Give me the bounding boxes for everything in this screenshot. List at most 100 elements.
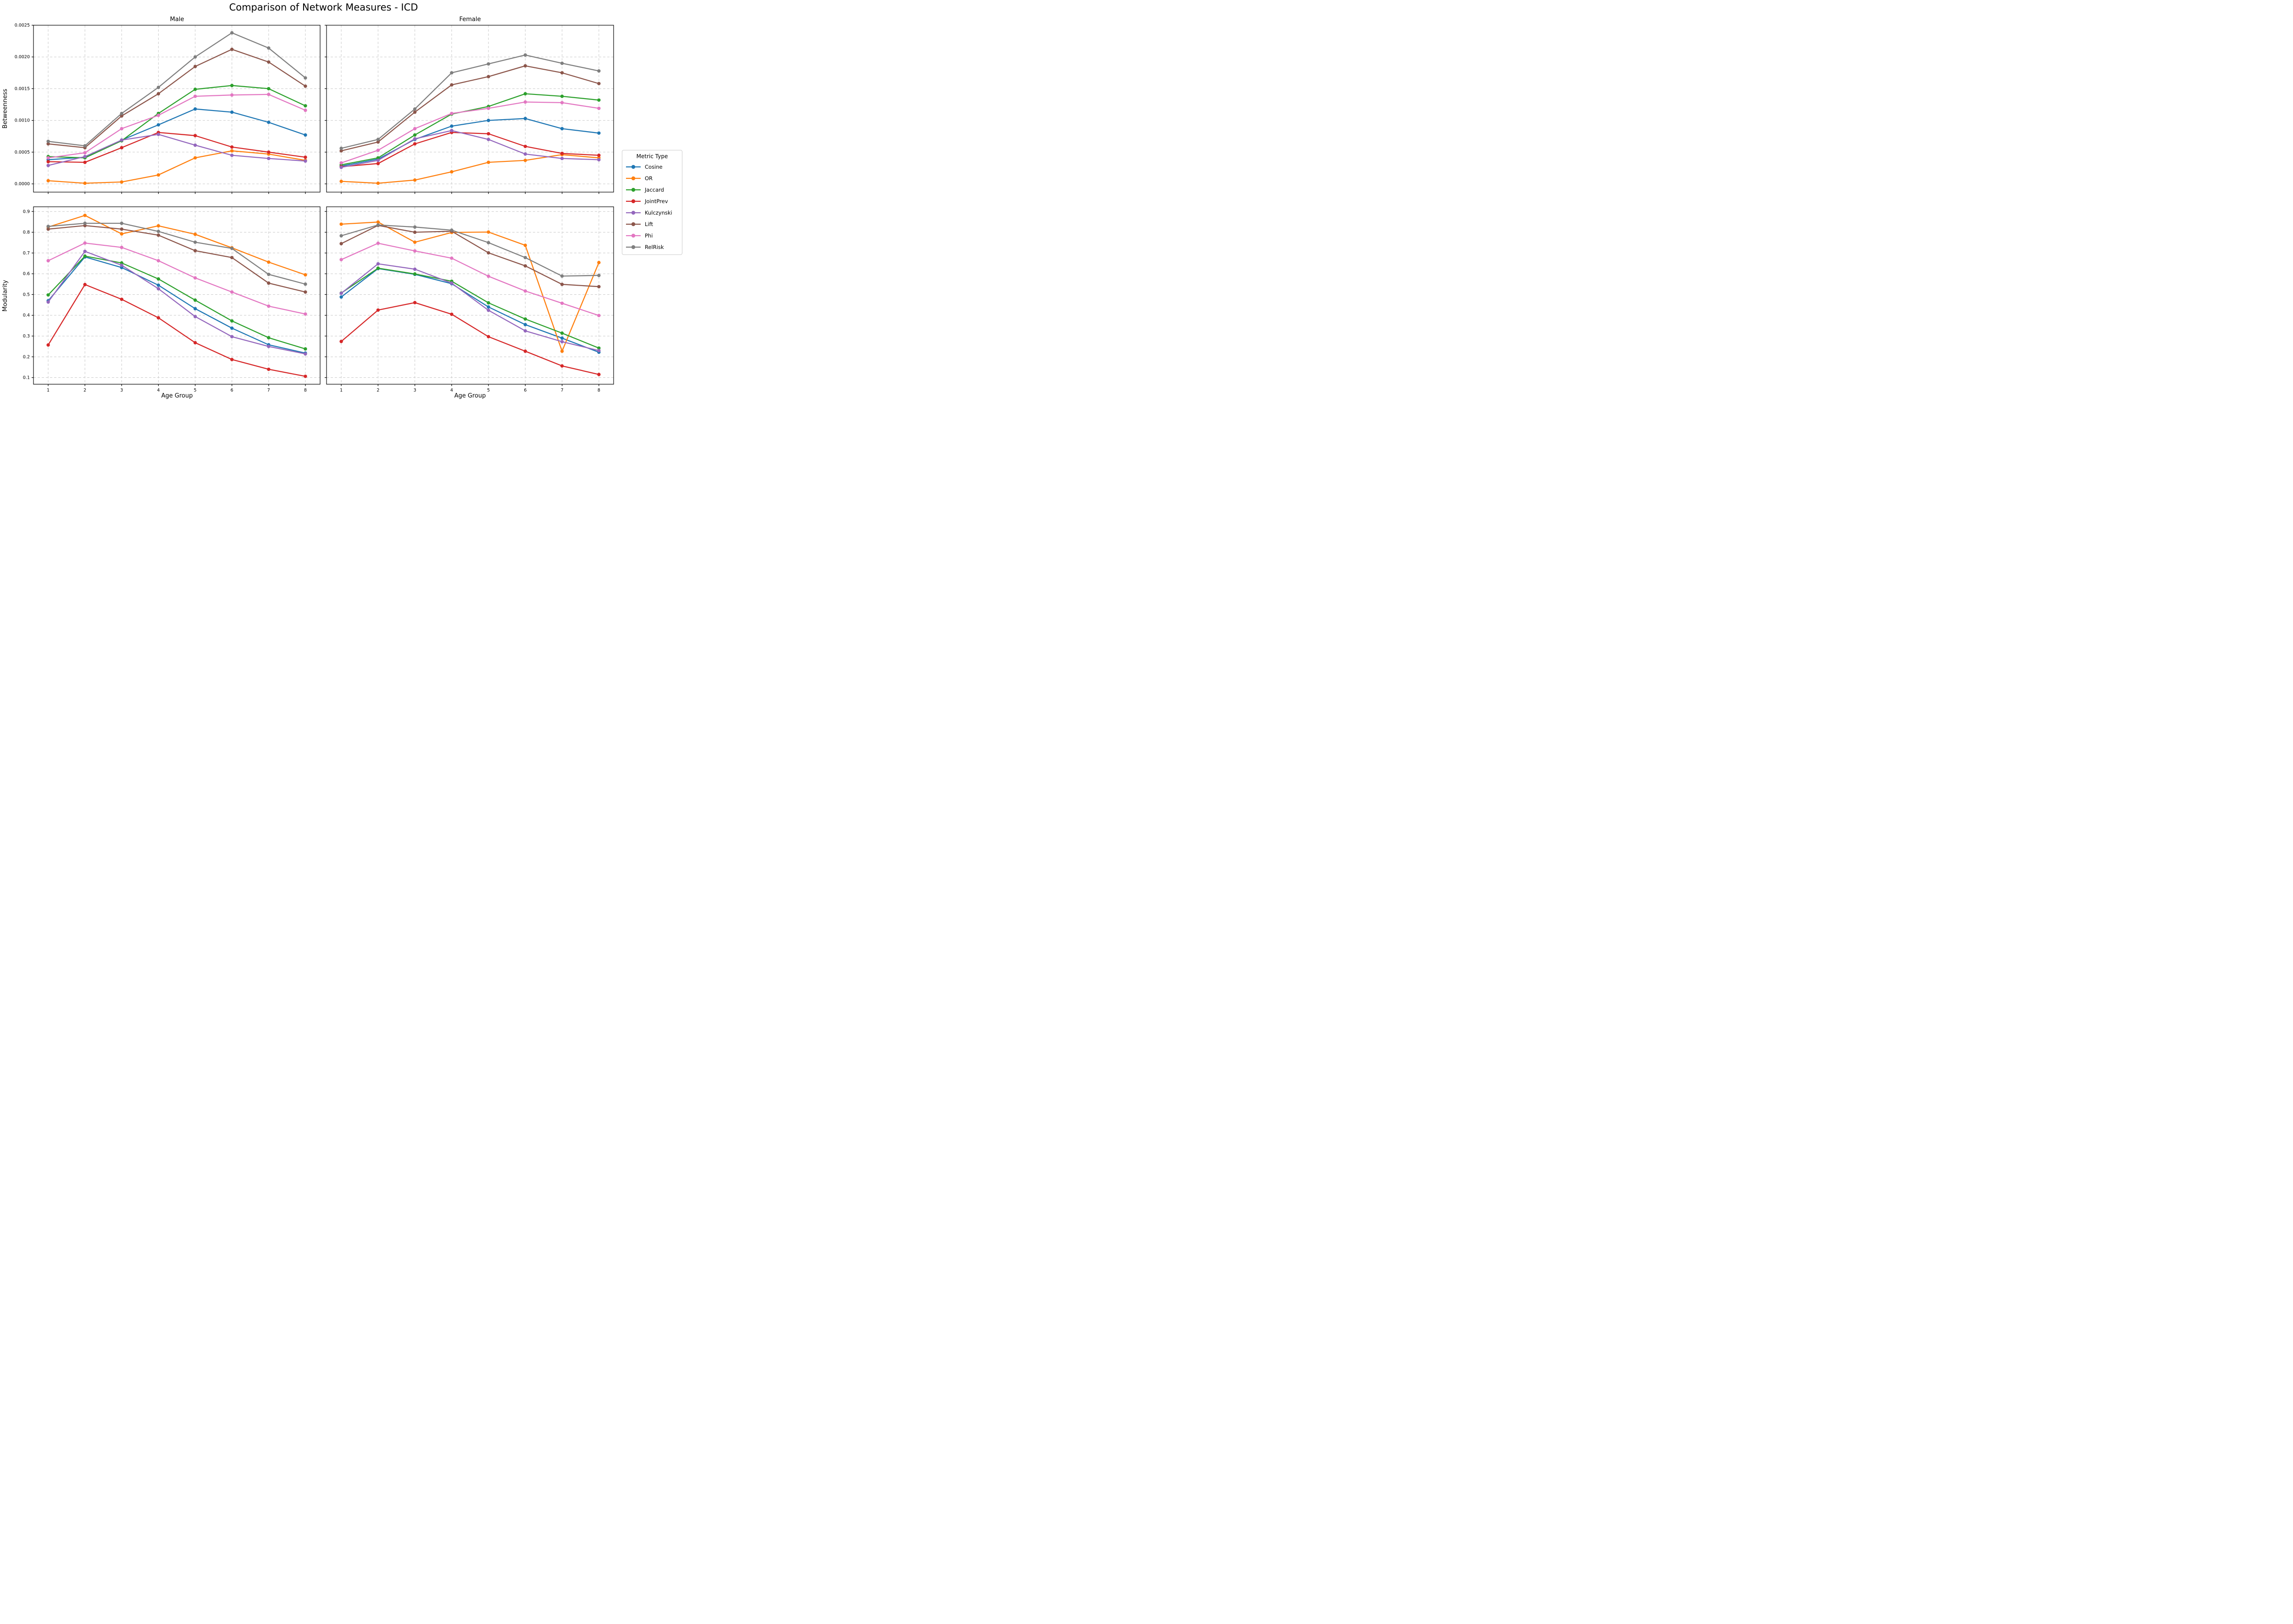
data-point xyxy=(46,227,50,231)
data-point xyxy=(413,272,417,276)
y-tick-label: 0.9 xyxy=(23,209,30,214)
data-point xyxy=(83,181,87,185)
legend-item-jaccard: Jaccard xyxy=(625,184,679,195)
data-point xyxy=(597,98,601,102)
x-tick-label: 7 xyxy=(267,388,270,393)
data-point xyxy=(376,308,380,312)
series-line xyxy=(48,49,306,149)
data-point xyxy=(560,94,564,98)
series-line xyxy=(341,154,599,184)
data-point xyxy=(339,295,343,299)
data-point xyxy=(46,343,50,347)
data-point xyxy=(450,170,454,174)
data-point xyxy=(230,83,234,88)
y-tick-label: 0.0010 xyxy=(15,118,30,123)
legend-item-cosine: Cosine xyxy=(625,161,679,172)
series-Phi xyxy=(46,241,307,316)
data-point xyxy=(339,179,343,183)
legend-item-label: Phi xyxy=(645,232,653,239)
series-line xyxy=(48,251,306,355)
data-point xyxy=(413,230,417,234)
data-point xyxy=(450,228,454,232)
data-point xyxy=(597,373,601,376)
data-point xyxy=(267,156,271,160)
data-point xyxy=(193,249,197,253)
data-point xyxy=(597,346,601,350)
series-RelRisk xyxy=(46,221,307,286)
data-point xyxy=(339,242,343,246)
series-line xyxy=(341,101,599,164)
data-point xyxy=(230,31,234,35)
x-tick-label: 2 xyxy=(377,388,379,393)
data-point xyxy=(487,335,490,338)
data-point xyxy=(120,298,123,301)
data-point xyxy=(523,323,527,326)
series-RelRisk xyxy=(46,31,307,148)
data-point xyxy=(487,75,490,78)
data-point xyxy=(156,85,161,89)
data-point xyxy=(413,110,417,114)
data-point xyxy=(46,139,50,143)
y-tick-label: 0.0025 xyxy=(15,23,30,28)
data-point xyxy=(193,298,197,302)
legend-marker-icon xyxy=(626,222,641,226)
data-point xyxy=(83,241,87,245)
legend-item-label: Cosine xyxy=(645,163,663,170)
series-line xyxy=(48,32,306,147)
data-point xyxy=(193,240,197,244)
data-point xyxy=(156,173,161,177)
data-point xyxy=(487,118,490,122)
data-point xyxy=(120,127,123,131)
legend-item-label: JointPrev xyxy=(645,198,668,204)
series-line xyxy=(341,65,599,152)
data-point xyxy=(83,155,87,159)
legend-item-label: Jaccard xyxy=(645,186,664,193)
series-JointPrev xyxy=(339,301,601,376)
data-point xyxy=(560,101,564,105)
data-point xyxy=(487,251,490,255)
x-tick-label: 7 xyxy=(561,388,564,393)
data-point xyxy=(193,94,197,98)
data-point xyxy=(597,82,601,85)
figure-title: Comparison of Network Measures - ICD xyxy=(229,2,418,13)
series-line xyxy=(341,130,599,168)
data-point xyxy=(560,364,564,368)
subplot-title-female: Female xyxy=(459,16,481,23)
data-point xyxy=(413,133,417,137)
series-line xyxy=(48,284,306,377)
data-point xyxy=(304,84,307,88)
data-point xyxy=(376,181,380,185)
data-point xyxy=(560,349,564,353)
data-point xyxy=(193,143,197,147)
data-point xyxy=(376,140,380,144)
data-point xyxy=(304,290,307,294)
series-line xyxy=(48,242,306,315)
data-point xyxy=(413,137,417,141)
legend-item-or: OR xyxy=(625,172,679,184)
data-point xyxy=(523,144,527,148)
data-point xyxy=(413,127,417,131)
data-point xyxy=(376,138,380,141)
data-point xyxy=(304,104,307,108)
data-point xyxy=(487,160,490,164)
legend-item-label: RelRisk xyxy=(645,243,664,250)
x-tick-label: 4 xyxy=(450,388,453,393)
legend: Metric Type Cosine OR Jaccard JointPrev Kulc… xyxy=(622,150,682,255)
data-point xyxy=(487,230,490,234)
legend-marker-icon xyxy=(626,199,641,203)
data-point xyxy=(156,287,161,291)
x-axis-label-right: Age Group xyxy=(454,392,486,399)
data-point xyxy=(267,60,271,64)
data-point xyxy=(597,348,601,353)
data-point xyxy=(83,160,87,164)
legend-item-phi: Phi xyxy=(625,230,679,241)
data-point xyxy=(523,243,527,247)
legend-marker-icon xyxy=(626,165,641,169)
data-point xyxy=(230,358,234,361)
data-point xyxy=(193,107,197,111)
series-line xyxy=(48,215,306,276)
data-point xyxy=(450,281,454,285)
panel-modularity-male: 0.1 0.2 0.3 0.4 0.5 0.6 0.7 0.8 0.9 1 2 3 4 5 6 7 8 xyxy=(23,206,321,393)
y-tick-label: 0.6 xyxy=(23,271,30,276)
data-point xyxy=(560,331,564,335)
